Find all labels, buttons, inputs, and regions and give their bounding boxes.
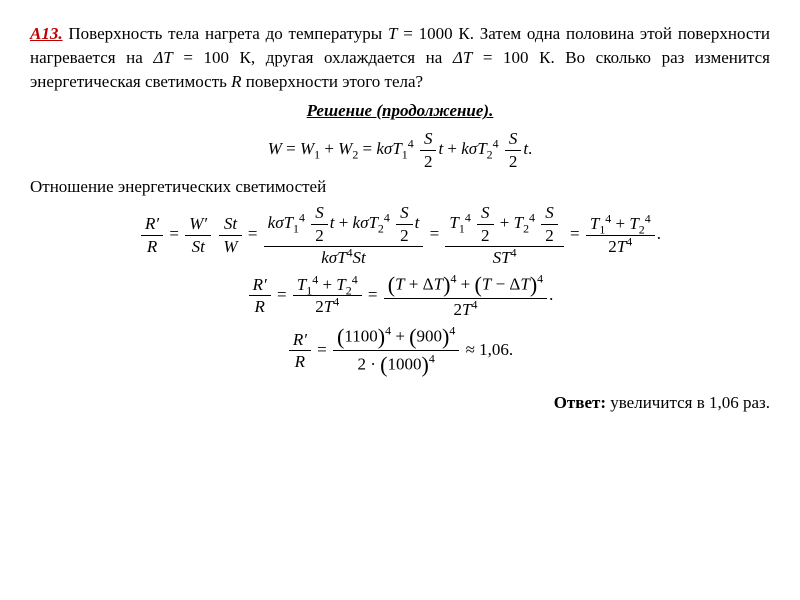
equation-numeric: R′R = (1100)4 + (900)4 2 · (1000)4 ≈ 1,0…	[30, 324, 770, 378]
equation-ratio-1: R′R = W′St StW = kσT14 S2t + kσT24 S2t k…	[30, 203, 770, 268]
answer-label: Ответ:	[554, 393, 606, 412]
solution-heading: Решение (продолжение).	[30, 99, 770, 123]
equation-ratio-2: R′R = T14 + T24 2T4 = (T + ΔT)4 + (T − Δ…	[30, 272, 770, 320]
problem-label: А13.	[30, 24, 63, 43]
intermediate-text: Отношение энергетических светимостей	[30, 175, 770, 199]
problem-statement: А13. Поверхность тела нагрета до темпера…	[30, 22, 770, 93]
answer-line: Ответ: увеличится в 1,06 раз.	[30, 391, 770, 415]
equation-W: W = W1 + W2 = kσT14 S2t + kσT24 S2t.	[30, 129, 770, 171]
answer-text: увеличится в 1,06 раз.	[606, 393, 770, 412]
